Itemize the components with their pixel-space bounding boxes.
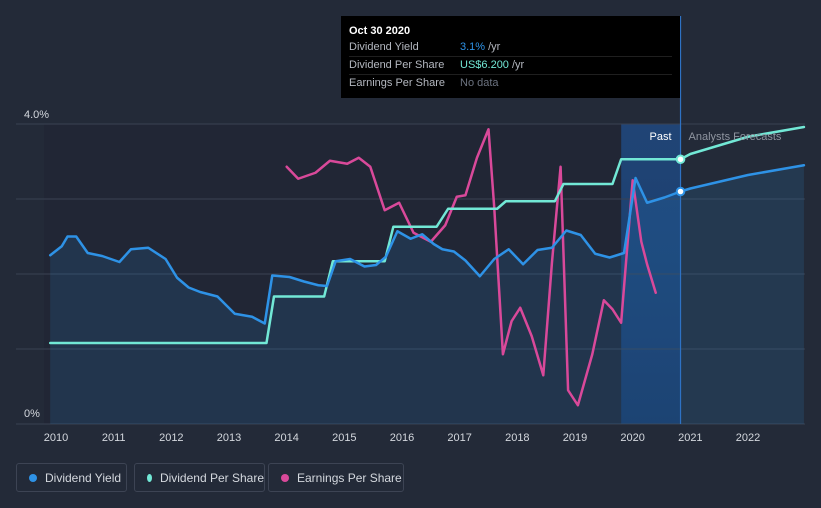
past-label: Past bbox=[650, 131, 672, 143]
x-tick-label: 2014 bbox=[274, 432, 298, 444]
legend-dot-icon bbox=[147, 473, 152, 482]
x-tick-label: 2022 bbox=[736, 432, 760, 444]
legend-dot-icon bbox=[29, 473, 37, 482]
legend-item-dividend-per-share[interactable]: Dividend Per Share bbox=[134, 463, 265, 492]
legend-label: Earnings Per Share bbox=[297, 470, 402, 485]
x-tick-label: 2015 bbox=[332, 432, 356, 444]
yield-marker bbox=[675, 186, 686, 197]
tooltip-row-dividend-yield: Dividend Yield 3.1% /yr bbox=[349, 39, 672, 57]
x-tick-label: 2017 bbox=[447, 432, 471, 444]
chart-tooltip: Oct 30 2020 Dividend Yield 3.1% /yr Divi… bbox=[341, 16, 680, 98]
tooltip-value: No data bbox=[460, 77, 499, 89]
dividend-yield-area bbox=[50, 165, 804, 424]
tooltip-label: Earnings Per Share bbox=[349, 77, 445, 89]
x-tick-label: 2013 bbox=[217, 432, 241, 444]
y-tick-label: 4.0% bbox=[24, 109, 49, 121]
earnings-per-share-line bbox=[285, 128, 657, 407]
dps-marker bbox=[675, 154, 686, 165]
x-tick-label: 2012 bbox=[159, 432, 183, 444]
y-tick-label: 0% bbox=[24, 408, 40, 420]
tooltip-date: Oct 30 2020 bbox=[349, 25, 411, 37]
tooltip-unit: /yr bbox=[511, 59, 525, 71]
x-tick-label: 2019 bbox=[563, 432, 587, 444]
tooltip-unit: /yr bbox=[488, 41, 501, 53]
x-tick-label: 2011 bbox=[102, 432, 126, 444]
tooltip-row-earnings-per-share: Earnings Per Share No data bbox=[349, 75, 672, 92]
legend-dot-icon bbox=[281, 473, 289, 482]
x-tick-label: 2020 bbox=[620, 432, 644, 444]
forecast-label: Analysts Forecasts bbox=[689, 131, 782, 143]
tooltip-value: 3.1% bbox=[460, 41, 486, 53]
legend-item-dividend-yield[interactable]: Dividend Yield bbox=[16, 463, 127, 492]
legend-label: Dividend Per Share bbox=[159, 470, 264, 485]
x-tick-label: 2021 bbox=[678, 432, 702, 444]
legend-label: Dividend Yield bbox=[45, 470, 122, 485]
dividend-yield-line bbox=[48, 164, 806, 325]
tooltip-row-dividend-per-share: Dividend Per Share US$6.200 /yr bbox=[349, 57, 672, 75]
x-tick-label: 2010 bbox=[44, 432, 68, 444]
tooltip-value: US$6.200 bbox=[460, 59, 509, 71]
x-tick-label: 2016 bbox=[390, 432, 414, 444]
tooltip-label: Dividend Per Share bbox=[349, 59, 445, 71]
legend-item-earnings-per-share[interactable]: Earnings Per Share bbox=[268, 463, 404, 492]
x-tick-label: 2018 bbox=[505, 432, 529, 444]
tooltip-label: Dividend Yield bbox=[349, 41, 419, 53]
